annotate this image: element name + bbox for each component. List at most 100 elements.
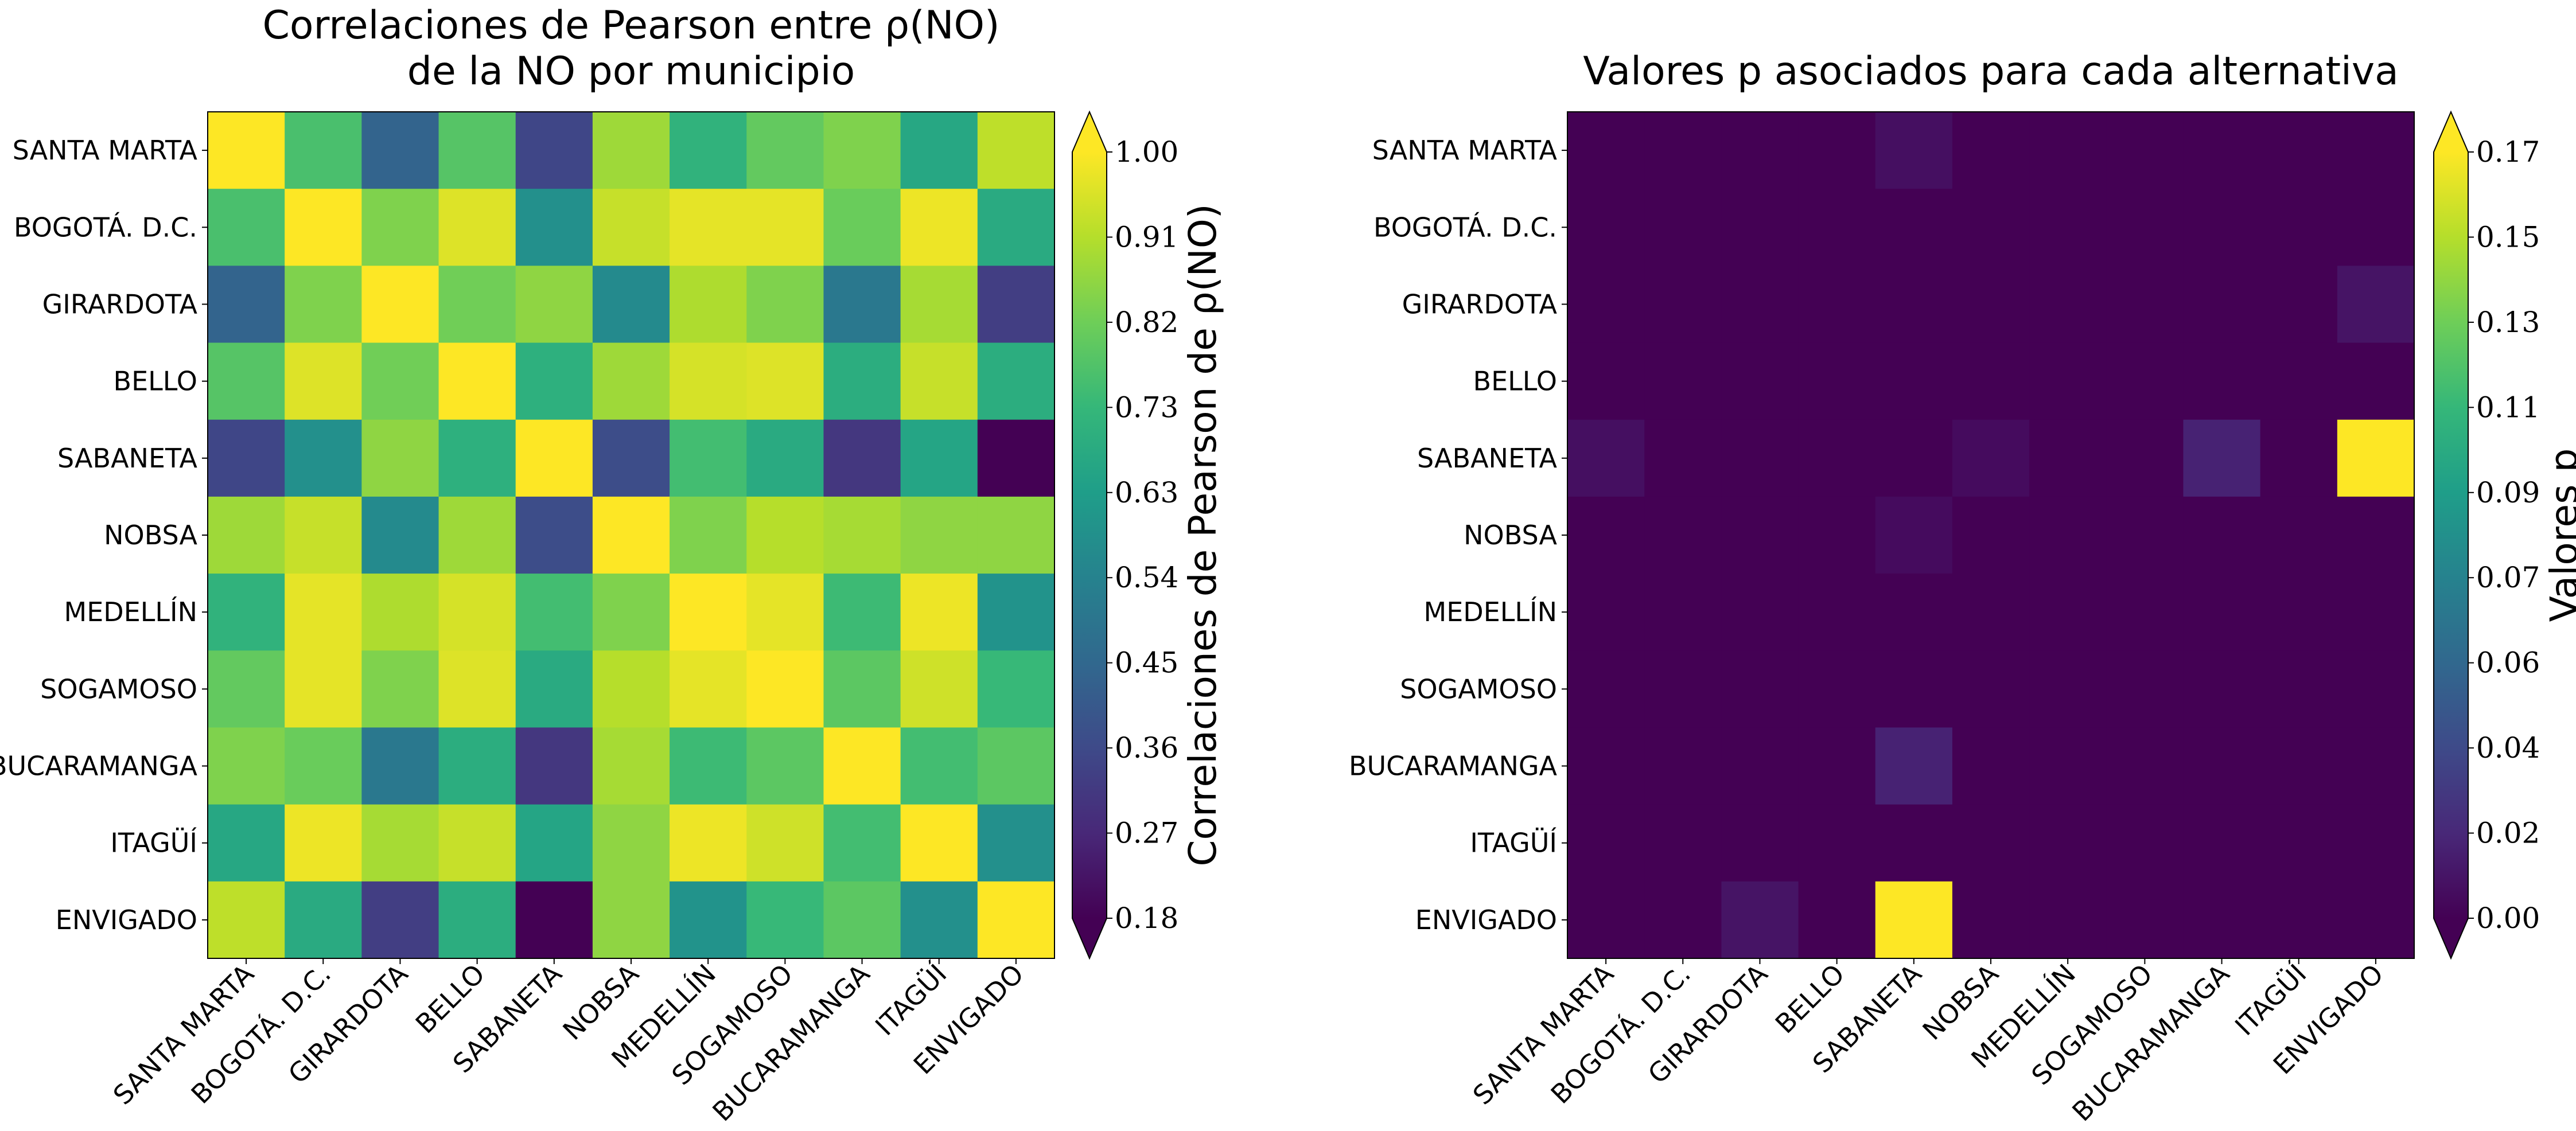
y-tick-label: MEDELLÍN <box>1424 596 1557 627</box>
heatmap-cell <box>438 574 516 651</box>
heatmap-cell <box>1721 496 1799 574</box>
colorbar-gradient <box>1072 152 1107 918</box>
heatmap-cell <box>1875 419 1953 497</box>
x-tick-label: BOGOTÁ. D.C. <box>1545 958 1696 1110</box>
heatmap-cell <box>977 881 1055 959</box>
heatmap-cell <box>285 727 362 805</box>
heatmap-cell <box>361 496 439 574</box>
heatmap-cell <box>1875 727 1953 805</box>
colorbar-tick-label: 1.00 <box>1115 135 1178 169</box>
heatmap-cell <box>438 650 516 728</box>
colorbar-tick-label: 0.91 <box>1115 220 1178 253</box>
heatmap-cell <box>1798 881 1876 959</box>
heatmap-cell <box>592 727 670 805</box>
heatmap-cell <box>2337 419 2415 497</box>
heatmap-cell <box>208 574 285 651</box>
heatmap-cell <box>515 419 593 497</box>
heatmap-cell <box>361 189 439 266</box>
heatmap-cell <box>977 574 1055 651</box>
y-tick-label: ITAGÜÍ <box>110 828 197 859</box>
y-tick-label: NOBSA <box>1464 520 1557 551</box>
heatmap-cell <box>438 112 516 189</box>
heatmap-cell <box>1721 112 1799 189</box>
y-tick-label: SOGAMOSO <box>40 673 197 704</box>
heatmap-cell <box>1721 804 1799 882</box>
heatmap-cell <box>2029 266 2107 344</box>
heatmap-cell <box>515 112 593 189</box>
y-tick-label: ITAGÜÍ <box>1470 828 1557 859</box>
heatmap-cell <box>900 342 978 420</box>
heatmap-cell <box>1952 112 2030 189</box>
y-tick-label: BOGOTÁ. D.C. <box>14 212 197 243</box>
heatmap-cell <box>1798 189 1876 266</box>
heatmap-cell <box>208 881 285 959</box>
heatmap-cell <box>2337 574 2415 651</box>
heatmap-cell <box>1875 574 1953 651</box>
heatmap-cell <box>1567 189 1645 266</box>
heatmap-cell <box>1567 342 1645 420</box>
colorbar-tick-label: 0.82 <box>1115 306 1178 339</box>
heatmap-cell <box>2260 496 2338 574</box>
heatmap-cell <box>361 266 439 344</box>
colorbar-extend-min <box>1072 918 1107 958</box>
colorbar-tick-label: 0.27 <box>1115 817 1178 850</box>
heatmap-cell <box>1952 881 2030 959</box>
heatmap-cell <box>1721 574 1799 651</box>
heatmap-cell <box>285 342 362 420</box>
heatmap-cell <box>1644 574 1722 651</box>
heatmap-cell <box>2029 727 2107 805</box>
heatmap-cell <box>208 496 285 574</box>
heatmap-cell <box>2106 266 2184 344</box>
heatmap-cell <box>515 342 593 420</box>
heatmap-cell <box>2183 881 2261 959</box>
heatmap-cell <box>2260 112 2338 189</box>
heatmap-cell <box>1644 804 1722 882</box>
heatmap-cell <box>1721 266 1799 344</box>
heatmap-cell <box>2183 804 2261 882</box>
x-tick-label: SANTA MARTA <box>1467 958 1620 1110</box>
heatmap-cell <box>2337 112 2415 189</box>
heatmap-cell <box>515 574 593 651</box>
heatmap-cell <box>2183 419 2261 497</box>
heatmap-cell <box>2337 727 2415 805</box>
heatmap-cell <box>208 804 285 882</box>
heatmap-cell <box>1644 727 1722 805</box>
heatmap-cell <box>1567 419 1645 497</box>
heatmap-cell <box>2029 881 2107 959</box>
heatmap-cell <box>977 266 1055 344</box>
heatmap-cell <box>515 881 593 959</box>
heatmap-cell <box>823 266 901 344</box>
heatmap-cell <box>823 189 901 266</box>
heatmap-cell <box>208 189 285 266</box>
heatmap-cell <box>1875 804 1953 882</box>
heatmap-cell <box>592 496 670 574</box>
heatmap-cell <box>977 342 1055 420</box>
colorbar-tick-label: 0.63 <box>1115 476 1178 509</box>
y-tick-label: BOGOTÁ. D.C. <box>1373 212 1557 243</box>
heatmap-cell <box>1567 574 1645 651</box>
heatmap-cell <box>823 496 901 574</box>
y-tick-label: BUCARAMANGA <box>1349 751 1558 782</box>
heatmap-cell <box>2183 574 2261 651</box>
heatmap-cell <box>2260 574 2338 651</box>
heatmap-cell <box>977 650 1055 728</box>
x-tick-label: SANTA MARTA <box>107 958 260 1110</box>
heatmap-cell <box>285 496 362 574</box>
y-tick-label: BUCARAMANGA <box>0 751 198 782</box>
heatmap-cell <box>1875 112 1953 189</box>
colorbar-tick-label: 0.04 <box>2476 731 2540 765</box>
heatmap-cell <box>746 650 824 728</box>
heatmap-cell <box>1798 266 1876 344</box>
heatmap-cell <box>746 189 824 266</box>
heatmap-cell <box>670 574 747 651</box>
heatmap-cell <box>670 266 747 344</box>
chart-title-line: de la NO por municipio <box>407 49 855 94</box>
heatmap-cell <box>2183 189 2261 266</box>
heatmap-cell <box>1721 342 1799 420</box>
heatmap-cell <box>823 881 901 959</box>
y-tick-label: BELLO <box>114 366 197 397</box>
colorbar-tick-label: 0.73 <box>1115 391 1178 424</box>
heatmap-cell <box>1875 342 1953 420</box>
heatmap-cell <box>900 419 978 497</box>
heatmap-cell <box>2029 342 2107 420</box>
